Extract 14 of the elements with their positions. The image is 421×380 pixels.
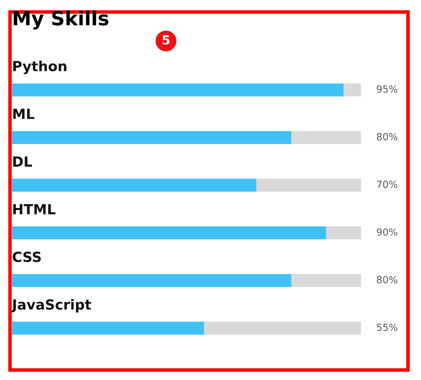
- y-tick-label: JavaScript: [11, 299, 92, 312]
- data-label: 80%: [376, 276, 398, 284]
- chart-title: My Skills: [14, 10, 108, 30]
- y-tick-label: DL: [13, 156, 32, 167]
- y-tick-label: HTML: [13, 204, 56, 214]
- y-tick-label: ML: [13, 108, 34, 119]
- data-label: 80%: [376, 133, 398, 140]
- y-tick-label: CSS: [12, 252, 41, 262]
- data-label: 55%: [377, 324, 398, 331]
- data-label: 90%: [376, 228, 398, 236]
- data-label: 95%: [376, 85, 398, 93]
- data-label: 70%: [377, 180, 398, 188]
- y-tick-label: Python: [13, 60, 66, 74]
- annotation: 5: [162, 35, 170, 45]
